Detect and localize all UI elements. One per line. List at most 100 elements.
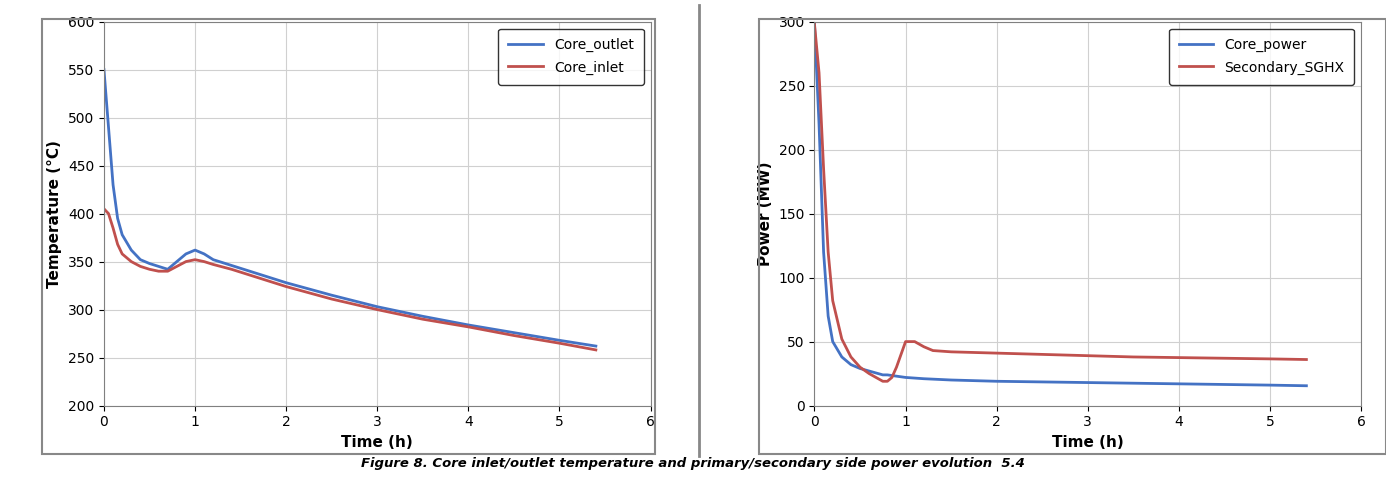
Core_inlet [159, 268, 176, 274]
Core_outlet [150, 264, 166, 269]
Y-axis label: Temperature (°C): Temperature (°C) [47, 140, 62, 288]
Core_outlet [105, 182, 122, 188]
Core_outlet [223, 263, 240, 268]
Core_inlet [506, 333, 523, 338]
Core_power [861, 368, 877, 374]
Core_power [879, 372, 895, 378]
Core_power [1299, 383, 1315, 389]
Core_power [1080, 380, 1096, 385]
Secondary_SGHX [852, 364, 869, 370]
Core_power [875, 372, 891, 378]
Core_power [1171, 381, 1188, 387]
Core_outlet [205, 257, 222, 263]
Secondary_SGHX [870, 376, 887, 382]
Core_power [916, 376, 933, 382]
Core_outlet [114, 232, 130, 238]
Core_outlet [369, 304, 385, 310]
Secondary_SGHX [1171, 355, 1188, 360]
Core_outlet [177, 251, 194, 257]
Secondary_SGHX [875, 378, 891, 384]
Core_outlet [414, 313, 431, 319]
Core_inlet [96, 206, 112, 212]
Line: Core_outlet: Core_outlet [104, 70, 596, 346]
Core_outlet [195, 251, 212, 257]
Core_outlet [241, 268, 258, 274]
Core_outlet [132, 257, 148, 263]
Core_power [821, 313, 837, 319]
Core_outlet [460, 322, 477, 328]
Secondary_SGHX [821, 249, 837, 255]
Secondary_SGHX [916, 344, 933, 349]
Core_inlet [552, 340, 568, 346]
Core_power [1216, 382, 1232, 387]
Core_inlet [588, 347, 604, 353]
Core_inlet [100, 211, 116, 216]
Secondary_SGHX [815, 166, 832, 172]
Core_inlet [132, 264, 148, 269]
Core_outlet [96, 67, 112, 72]
Core_inlet [114, 251, 130, 257]
Y-axis label: Power (MW): Power (MW) [758, 161, 773, 266]
Core_power [942, 377, 959, 383]
Core_power [843, 362, 859, 368]
Core_power [825, 339, 841, 345]
Core_power [1034, 379, 1051, 385]
Core_inlet [177, 259, 194, 264]
Core_power [811, 121, 827, 127]
Core_inlet [123, 259, 140, 264]
Secondary_SGHX [1261, 356, 1278, 362]
Core_outlet [552, 337, 568, 343]
Secondary_SGHX [1125, 354, 1142, 360]
Core_inlet [141, 266, 158, 272]
Secondary_SGHX [1034, 351, 1051, 357]
Core_power [1261, 382, 1278, 388]
Core_inlet [187, 257, 204, 263]
Secondary_SGHX [825, 298, 841, 303]
Core_inlet [241, 272, 258, 278]
Core_power [807, 21, 823, 27]
Core_outlet [277, 280, 294, 286]
Core_outlet [323, 292, 340, 298]
Secondary_SGHX [942, 349, 959, 355]
Secondary_SGHX [924, 348, 941, 353]
Core_outlet [187, 247, 204, 253]
Core_outlet [123, 247, 140, 253]
Line: Secondary_SGHX: Secondary_SGHX [815, 24, 1307, 381]
Secondary_SGHX [833, 336, 850, 342]
X-axis label: Time (h): Time (h) [1052, 435, 1124, 450]
Legend: Core_outlet, Core_inlet: Core_outlet, Core_inlet [499, 28, 643, 84]
Secondary_SGHX [843, 354, 859, 360]
Secondary_SGHX [1216, 355, 1232, 361]
Core_outlet [588, 343, 604, 349]
Core_inlet [195, 259, 212, 264]
Secondary_SGHX [1299, 357, 1315, 362]
Secondary_SGHX [988, 350, 1005, 356]
Line: Core_inlet: Core_inlet [104, 209, 596, 350]
Secondary_SGHX [888, 364, 905, 370]
Core_inlet [323, 296, 340, 302]
Core_power [870, 371, 887, 376]
Text: Figure 8. Core inlet/outlet temperature and primary/secondary side power evoluti: Figure 8. Core inlet/outlet temperature … [362, 457, 1024, 470]
Core_inlet [277, 284, 294, 289]
Core_outlet [100, 124, 116, 130]
Core_outlet [506, 330, 523, 336]
Secondary_SGHX [906, 339, 923, 345]
Secondary_SGHX [884, 374, 901, 380]
Core_outlet [159, 266, 176, 272]
Core_power [897, 374, 913, 380]
Core_inlet [460, 324, 477, 330]
Core_inlet [109, 241, 126, 247]
Core_inlet [369, 307, 385, 312]
Secondary_SGHX [897, 339, 913, 345]
Core_inlet [259, 278, 276, 284]
Core_inlet [223, 266, 240, 272]
Core_inlet [169, 264, 186, 269]
Legend: Core_power, Secondary_SGHX: Core_power, Secondary_SGHX [1168, 28, 1354, 84]
Core_inlet [105, 225, 122, 231]
Core_power [815, 249, 832, 255]
Core_power [852, 366, 869, 372]
Core_power [988, 378, 1005, 384]
Core_inlet [150, 268, 166, 274]
Core_outlet [259, 274, 276, 280]
Core_outlet [109, 216, 126, 221]
